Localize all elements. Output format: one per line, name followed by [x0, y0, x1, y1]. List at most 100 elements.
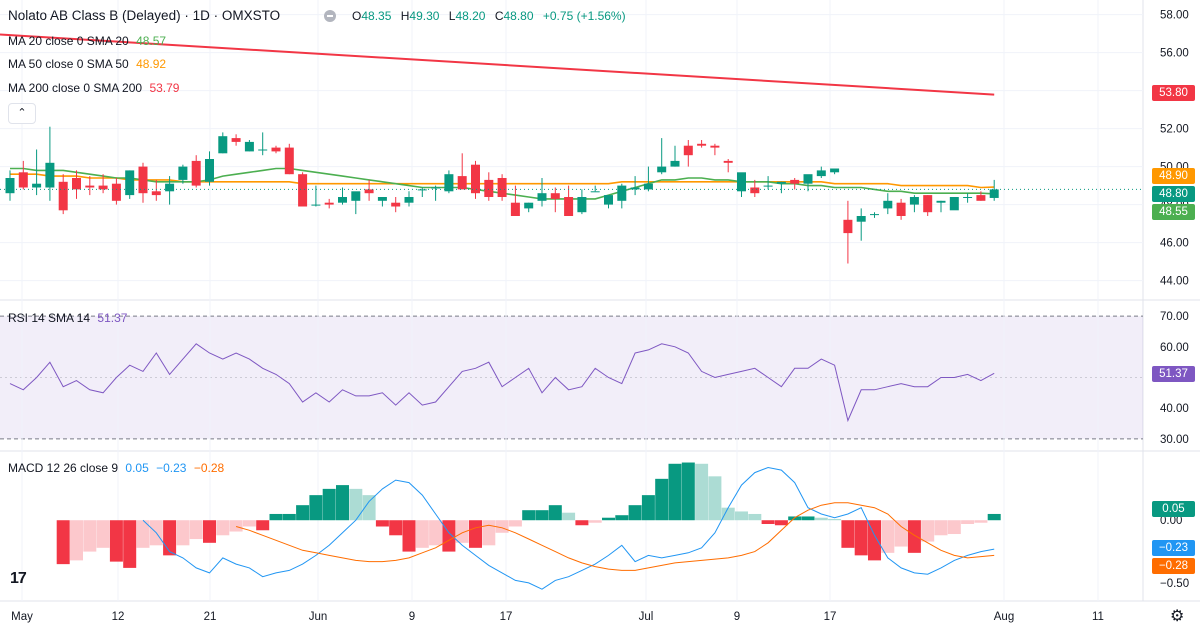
ma20-legend[interactable]: MA 20 close 0 SMA 20 48.57	[8, 33, 170, 49]
candle-body	[271, 147, 281, 152]
candle-body	[417, 189, 427, 191]
macd-histogram-bar	[881, 520, 895, 553]
macd-histogram-bar	[322, 488, 336, 521]
candle-body	[949, 197, 959, 211]
price-tick-label: 44.00	[1160, 276, 1189, 288]
macd-legend[interactable]: MACD 12 26 close 9 0.05 −0.23 −0.28	[8, 460, 228, 476]
candle-body	[138, 166, 148, 194]
macd-histogram-bar	[402, 520, 416, 552]
candle-body	[404, 197, 414, 203]
chevron-up-icon: ⌃	[17, 107, 27, 119]
macd-histogram-bar	[415, 520, 429, 548]
tradingview-logo-icon[interactable]: 17	[10, 570, 27, 587]
candle-body	[258, 149, 268, 151]
candle-body	[590, 191, 600, 193]
ma50-legend[interactable]: MA 50 close 0 SMA 50 48.92	[8, 56, 170, 72]
candle-body	[431, 187, 441, 189]
collapse-legend-button[interactable]: ⌃	[8, 103, 36, 124]
macd-legend-label: MACD 12 26 close 9	[8, 461, 119, 475]
time-tick-label: 21	[204, 611, 217, 623]
macd-histogram-bar	[774, 520, 788, 526]
price-tick-label: 56.00	[1160, 48, 1189, 60]
candle-body	[630, 187, 640, 190]
macd-histogram-bar	[535, 510, 549, 521]
time-tick-label: Jun	[309, 611, 328, 623]
candle-body	[377, 197, 387, 201]
macd-histogram-bar	[748, 513, 762, 521]
macd-tick-label: −0.50	[1160, 578, 1189, 590]
close-price-tag: 48.80	[1152, 186, 1195, 202]
ma200-legend[interactable]: MA 200 close 0 SMA 200 53.79	[8, 80, 183, 96]
ma200-price-tag: 53.80	[1152, 85, 1195, 101]
candle-body	[58, 181, 68, 211]
candle-body	[125, 170, 135, 196]
market-status-icon[interactable]	[324, 10, 336, 22]
candle-body	[351, 191, 361, 201]
macd-legend-signal-value: −0.28	[193, 461, 225, 475]
macd-histogram-bar	[868, 520, 881, 561]
rsi-legend[interactable]: RSI 14 SMA 14 51.37	[8, 310, 131, 326]
macd-histogram-bar	[628, 505, 642, 521]
candle-body	[510, 202, 520, 216]
candle-body	[989, 189, 999, 198]
macd-histogram-bar	[495, 520, 509, 533]
candle-body	[524, 202, 534, 209]
candle-body	[776, 181, 786, 184]
macd-histogram-bar	[947, 520, 961, 535]
candle-body	[98, 185, 108, 190]
macd-line	[142, 466, 995, 590]
macd-histogram-bar	[894, 520, 908, 547]
macd-histogram-bar	[934, 520, 948, 536]
macd-histogram-bar	[961, 520, 975, 524]
macd-histogram-bar	[695, 463, 709, 521]
macd-histogram-bar	[56, 520, 70, 565]
candle-body	[657, 166, 667, 173]
macd-histogram-bar	[455, 520, 469, 543]
macd-histogram-bar	[163, 520, 177, 556]
candle-body	[484, 179, 494, 197]
ma50-legend-label: MA 50 close 0 SMA 50	[8, 57, 129, 71]
gear-icon[interactable]: ⚙	[1170, 608, 1185, 625]
symbol-title[interactable]: Nolato AB Class B (Delayed) · 1D · OMXST…	[8, 8, 281, 23]
candle-body	[151, 191, 161, 196]
candle-body	[85, 185, 95, 188]
time-tick-label: Aug	[994, 611, 1014, 623]
candle-body	[643, 183, 653, 190]
macd-histogram-bar	[136, 520, 150, 548]
macd-histogram-bar	[907, 520, 921, 553]
macd-histogram-bar	[602, 517, 615, 521]
macd-histogram-bar	[96, 520, 110, 548]
low-value: 48.20	[455, 9, 486, 23]
macd-histogram-bar	[442, 520, 456, 552]
candle-body	[870, 214, 879, 216]
candle-body	[311, 204, 321, 206]
candle-body	[391, 202, 401, 207]
candle-body	[909, 197, 919, 205]
time-tick-label: 11	[1092, 611, 1104, 623]
candle-body	[32, 183, 42, 188]
candle-body	[364, 189, 374, 194]
time-tick-label: 12	[112, 611, 125, 623]
candle-body	[497, 178, 507, 197]
candle-body	[165, 183, 175, 192]
candle-body	[803, 174, 813, 184]
open-key: O	[352, 9, 362, 23]
candle-body	[723, 160, 733, 163]
macd-histogram-bar	[615, 515, 629, 521]
candle-body	[72, 178, 81, 190]
macd-histogram-bar	[70, 520, 83, 561]
macd-histogram-bar	[562, 512, 576, 521]
macd-histogram-bar	[123, 520, 137, 568]
macd-histogram-bar	[203, 520, 216, 543]
open-value: 48.35	[361, 9, 392, 23]
candle-body	[923, 195, 933, 213]
macd-histogram-bar	[655, 478, 669, 521]
candle-body	[737, 172, 746, 192]
macd-histogram-bar	[469, 520, 482, 548]
macd-histogram-bar	[109, 520, 123, 562]
rsi-price-tag: 51.37	[1152, 366, 1195, 382]
macd-histogram-bar	[429, 520, 443, 546]
macd-histogram-bar	[854, 520, 868, 556]
